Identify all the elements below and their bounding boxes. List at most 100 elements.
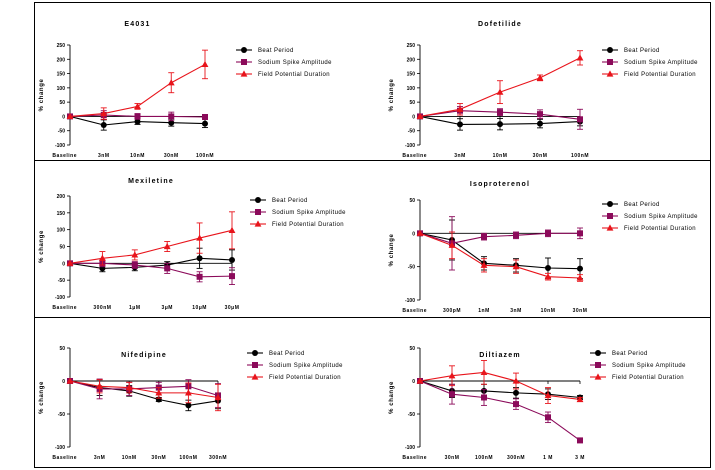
data-point bbox=[544, 273, 552, 280]
y-tick-label: 0 bbox=[62, 261, 65, 267]
y-tick-label: 50 bbox=[59, 346, 65, 352]
chart-title: Diltiazem bbox=[479, 352, 521, 359]
data-point bbox=[456, 105, 464, 112]
series-line bbox=[419, 380, 581, 399]
y-tick-label: -50 bbox=[58, 412, 65, 418]
y-tick-label: -50 bbox=[408, 129, 415, 135]
chart-title: Nifedipine bbox=[121, 352, 167, 359]
y-tick-label: -100 bbox=[55, 445, 65, 451]
legend-label: Field Potential Duration bbox=[624, 72, 696, 78]
x-tick-label: 3nM bbox=[94, 455, 106, 461]
data-point bbox=[66, 259, 74, 266]
data-point bbox=[496, 88, 504, 95]
legend-marker bbox=[606, 70, 614, 77]
y-axis-label: % change bbox=[39, 381, 45, 414]
data-point bbox=[66, 377, 74, 384]
y-tick-label: 0 bbox=[412, 231, 415, 237]
data-point bbox=[134, 102, 141, 110]
legend-label: Beat Period bbox=[612, 351, 648, 357]
data-point bbox=[576, 395, 584, 403]
x-tick-label: 30nM bbox=[573, 308, 588, 314]
x-tick-label: 10nM bbox=[130, 153, 145, 159]
panels: E4031 % change -100 -50 0 50 100 150 200 250 Basel… bbox=[39, 21, 698, 461]
series-line bbox=[69, 229, 233, 264]
data-point bbox=[202, 120, 208, 127]
data-point bbox=[480, 368, 488, 376]
x-tick-label: 3nM bbox=[510, 308, 522, 314]
data-point bbox=[512, 377, 520, 384]
y-axis-label: % change bbox=[389, 79, 395, 112]
series-line bbox=[419, 380, 581, 441]
x-tick-label: 30μM bbox=[225, 305, 240, 311]
y-axis-label: % change bbox=[39, 79, 45, 112]
y-tick-label: 50 bbox=[409, 100, 415, 106]
data-point bbox=[163, 242, 171, 250]
x-tick-label: 3nM bbox=[98, 153, 110, 159]
x-tick-label: 10nM bbox=[541, 308, 556, 314]
legend-marker bbox=[594, 373, 602, 380]
legend: Beat Period Sodium Spike Amplitude Field P… bbox=[602, 201, 698, 232]
y-tick-label: 150 bbox=[57, 211, 66, 217]
data-point bbox=[513, 232, 519, 239]
data-point bbox=[229, 273, 235, 280]
legend-label: Beat Period bbox=[624, 202, 660, 208]
legend-label: Sodium Spike Amplitude bbox=[624, 60, 698, 66]
x-tick-label: 1 M bbox=[543, 455, 553, 461]
series-field-potential-duration bbox=[66, 211, 236, 266]
data-point bbox=[66, 112, 74, 120]
data-point bbox=[448, 241, 456, 248]
data-point bbox=[513, 389, 519, 396]
legend-label: Field Potential Duration bbox=[269, 375, 341, 381]
y-tick-label: 100 bbox=[407, 86, 416, 92]
data-point bbox=[416, 112, 424, 120]
data-point bbox=[545, 414, 551, 421]
data-point bbox=[168, 119, 175, 126]
legend: Beat Period Sodium Spike Amplitude Field P… bbox=[590, 350, 686, 381]
y-tick-label: 100 bbox=[57, 228, 66, 234]
chart-panel: Diltiazem % change -100 -50 0 50 Baseline 30nM 1… bbox=[389, 346, 686, 461]
y-tick-label: -100 bbox=[405, 298, 415, 304]
data-point bbox=[576, 54, 584, 61]
x-tick-label: 100nM bbox=[196, 153, 214, 159]
data-point bbox=[577, 265, 583, 272]
legend: Beat Period Sodium Spike Amplitude Field P… bbox=[247, 350, 343, 381]
data-point bbox=[577, 116, 583, 123]
legend-label: Beat Period bbox=[269, 351, 305, 357]
legend-marker bbox=[252, 350, 258, 356]
legend-marker bbox=[240, 70, 248, 77]
x-tick-label: Baseline bbox=[402, 308, 427, 314]
data-point bbox=[99, 254, 106, 261]
y-axis-label: % change bbox=[389, 381, 395, 414]
y-tick-label: -50 bbox=[58, 278, 65, 284]
x-tick-label: 3μM bbox=[161, 305, 173, 311]
legend-marker bbox=[607, 47, 613, 53]
series-field-potential-duration bbox=[416, 229, 584, 282]
data-point bbox=[196, 255, 203, 262]
y-tick-label: 150 bbox=[407, 72, 416, 78]
data-point bbox=[481, 233, 487, 240]
legend-label: Beat Period bbox=[258, 48, 294, 54]
y-axis-label: % change bbox=[389, 234, 395, 267]
data-point bbox=[185, 402, 192, 409]
data-point bbox=[168, 113, 175, 120]
data-point bbox=[545, 265, 551, 271]
chart-title: Dofetilide bbox=[478, 21, 522, 28]
x-tick-label: Baseline bbox=[52, 153, 77, 159]
series-field-potential-duration bbox=[66, 377, 222, 412]
data-point bbox=[537, 120, 543, 127]
legend-label: Beat Period bbox=[624, 48, 660, 54]
legend-label: Field Potential Duration bbox=[624, 226, 696, 232]
x-tick-label: 3 M bbox=[575, 455, 585, 461]
legend-marker bbox=[595, 362, 601, 368]
legend-marker bbox=[607, 213, 613, 219]
x-tick-label: 10nM bbox=[493, 153, 508, 159]
data-point bbox=[96, 382, 103, 389]
x-tick-label: 1nM bbox=[478, 308, 490, 314]
y-tick-label: -100 bbox=[55, 295, 65, 301]
legend-marker bbox=[241, 47, 247, 53]
series-field-potential-duration bbox=[416, 360, 584, 404]
x-tick-label: Baseline bbox=[402, 153, 427, 159]
x-tick-label: 300pM bbox=[443, 308, 461, 314]
legend: Beat Period Sodium Spike Amplitude Field P… bbox=[250, 197, 346, 228]
